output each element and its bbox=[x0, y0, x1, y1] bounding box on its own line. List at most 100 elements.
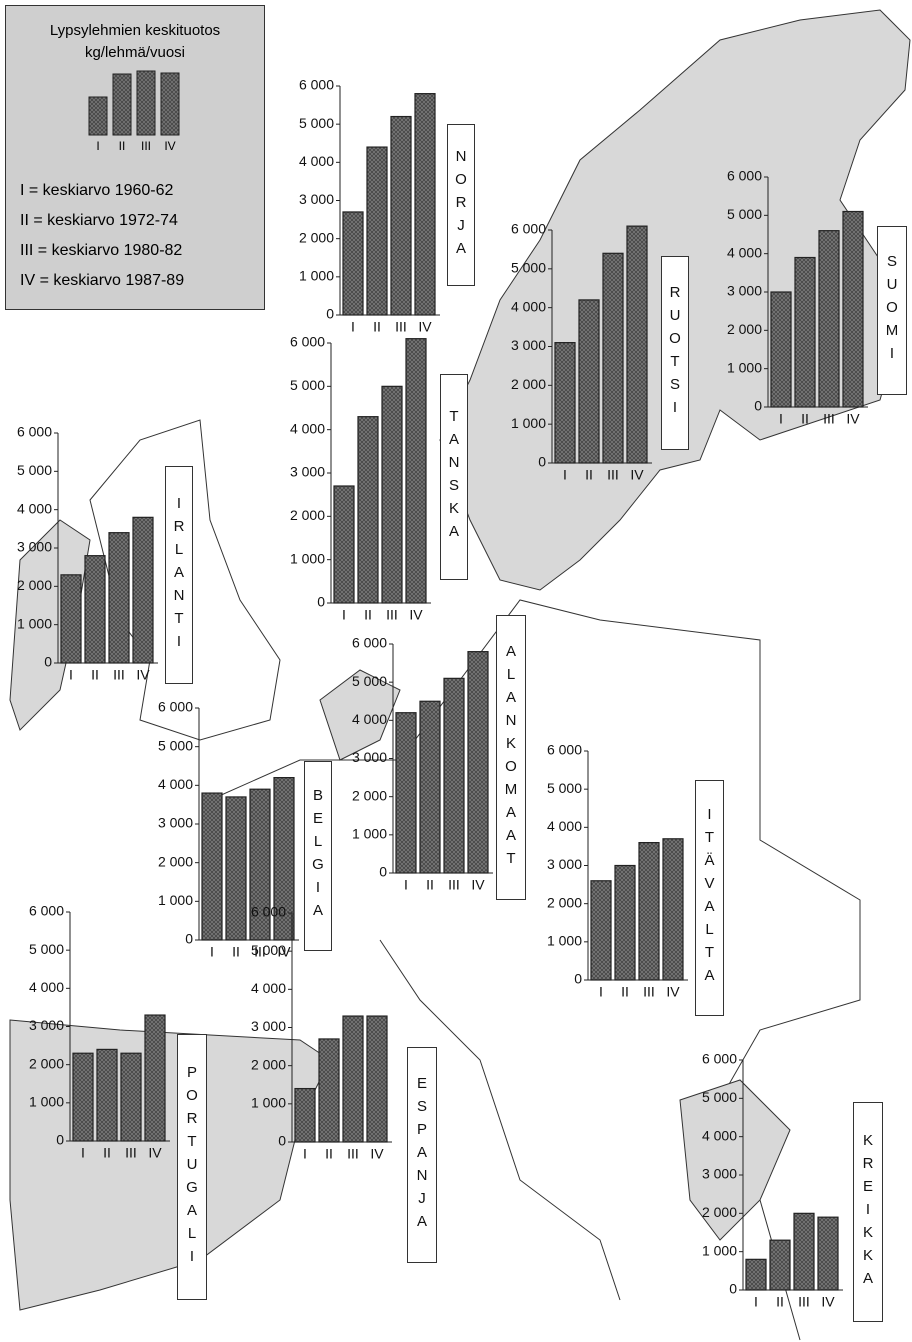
y-tick-label: 4 000 bbox=[17, 500, 52, 516]
y-tick-label: 0 bbox=[278, 1133, 286, 1149]
legend-item: I = keskiarvo 1960-62 bbox=[20, 182, 174, 199]
y-tick-label: 4 000 bbox=[547, 818, 582, 834]
bar bbox=[842, 210, 864, 408]
y-tick-label: 0 bbox=[379, 864, 387, 880]
x-tick-label: II bbox=[103, 1145, 111, 1161]
x-tick-label: III bbox=[607, 467, 619, 483]
y-tick-label: 1 000 bbox=[702, 1242, 737, 1258]
x-tick-label: IV bbox=[846, 411, 860, 427]
y-tick-label: 2 000 bbox=[290, 507, 325, 523]
legend-subtitle: kg/lehmä/vuosi bbox=[84, 44, 186, 61]
y-tick-label: 2 000 bbox=[251, 1056, 286, 1072]
country-label: SUOMI bbox=[877, 226, 907, 395]
country-label: ESPANJA bbox=[407, 1047, 437, 1263]
bar bbox=[342, 1015, 364, 1143]
x-tick-label: I bbox=[779, 411, 783, 427]
legend-bar bbox=[136, 70, 156, 136]
y-tick-label: 5 000 bbox=[727, 206, 762, 222]
country-label: BELGIA bbox=[304, 761, 332, 951]
y-tick-label: 2 000 bbox=[17, 577, 52, 593]
country-label: PORTUGALI bbox=[177, 1034, 207, 1300]
y-tick-label: 5 000 bbox=[158, 737, 193, 753]
bar bbox=[318, 1038, 340, 1143]
y-tick-label: 2 000 bbox=[727, 321, 762, 337]
y-tick-label: 2 000 bbox=[547, 894, 582, 910]
x-tick-label: I bbox=[599, 984, 603, 1000]
y-tick-label: 0 bbox=[754, 398, 762, 414]
y-tick-label: 1 000 bbox=[158, 892, 193, 908]
x-tick-label: III bbox=[643, 984, 655, 1000]
y-tick-label: 5 000 bbox=[352, 673, 387, 689]
bar bbox=[366, 1015, 388, 1143]
bar bbox=[554, 342, 576, 464]
y-tick-label: 1 000 bbox=[29, 1094, 64, 1110]
x-tick-label: I bbox=[563, 467, 567, 483]
y-tick-label: 3 000 bbox=[290, 464, 325, 480]
y-tick-label: 1 000 bbox=[17, 615, 52, 631]
y-tick-label: 0 bbox=[729, 1281, 737, 1297]
y-tick-label: 5 000 bbox=[547, 780, 582, 796]
y-tick-label: 4 000 bbox=[158, 776, 193, 792]
legend-category: III bbox=[140, 139, 151, 153]
bar bbox=[405, 338, 427, 604]
x-tick-label: IV bbox=[136, 667, 150, 683]
x-tick-label: I bbox=[351, 319, 355, 335]
bar bbox=[419, 700, 441, 874]
y-tick-label: 0 bbox=[56, 1132, 64, 1148]
legend-category: II bbox=[118, 139, 126, 153]
continent bbox=[209, 599, 861, 1341]
greece bbox=[679, 1079, 791, 1241]
bar bbox=[817, 1216, 839, 1291]
y-tick-label: 6 000 bbox=[158, 699, 193, 715]
x-tick-label: IV bbox=[148, 1145, 162, 1161]
country-name: ALANKOMAAT bbox=[502, 642, 520, 873]
y-tick-label: 3 000 bbox=[29, 1017, 64, 1033]
y-tick-label: 4 000 bbox=[511, 298, 546, 314]
y-tick-label: 4 000 bbox=[299, 153, 334, 169]
x-tick-label: II bbox=[426, 877, 434, 893]
x-tick-label: IV bbox=[370, 1146, 384, 1162]
y-tick-label: 5 000 bbox=[17, 462, 52, 478]
x-tick-label: II bbox=[364, 607, 372, 623]
bar bbox=[794, 256, 816, 408]
legend-item: III = keskiarvo 1980-82 bbox=[20, 242, 183, 259]
bar bbox=[414, 93, 436, 316]
y-tick-label: 3 000 bbox=[352, 749, 387, 765]
y-tick-label: 4 000 bbox=[290, 420, 325, 436]
legend-category: I bbox=[96, 139, 100, 153]
country-label: RUOTSI bbox=[661, 256, 689, 450]
x-tick-label: II bbox=[776, 1294, 784, 1310]
x-tick-label: IV bbox=[409, 607, 423, 623]
y-tick-label: 1 000 bbox=[251, 1095, 286, 1111]
bar bbox=[96, 1048, 118, 1142]
x-tick-label: IV bbox=[418, 319, 432, 335]
legend: Lypsylehmien keskituotos kg/lehmä/vuosi … bbox=[5, 5, 265, 310]
benelux bbox=[319, 669, 401, 761]
bar bbox=[342, 211, 364, 316]
bar bbox=[60, 574, 82, 664]
bar bbox=[395, 712, 417, 874]
y-tick-label: 5 000 bbox=[290, 377, 325, 393]
country-name: IRLANTI bbox=[170, 494, 188, 656]
bar bbox=[249, 788, 271, 941]
country-label: NORJA bbox=[447, 124, 475, 286]
y-tick-label: 5 000 bbox=[511, 260, 546, 276]
x-tick-label: II bbox=[325, 1146, 333, 1162]
x-tick-label: II bbox=[373, 319, 381, 335]
x-tick-label: IV bbox=[666, 984, 680, 1000]
y-tick-label: 4 000 bbox=[251, 980, 286, 996]
bar bbox=[662, 838, 684, 981]
x-tick-label: III bbox=[347, 1146, 359, 1162]
y-tick-label: 2 000 bbox=[702, 1204, 737, 1220]
y-tick-label: 0 bbox=[317, 594, 325, 610]
legend-title: Lypsylehmien keskituotos bbox=[49, 22, 221, 39]
y-tick-label: 3 000 bbox=[702, 1166, 737, 1182]
x-tick-label: III bbox=[823, 411, 835, 427]
y-tick-label: 0 bbox=[44, 654, 52, 670]
bar bbox=[590, 880, 612, 981]
y-tick-label: 2 000 bbox=[158, 853, 193, 869]
y-tick-label: 0 bbox=[574, 971, 582, 987]
x-tick-label: I bbox=[754, 1294, 758, 1310]
y-tick-label: 3 000 bbox=[251, 1018, 286, 1034]
